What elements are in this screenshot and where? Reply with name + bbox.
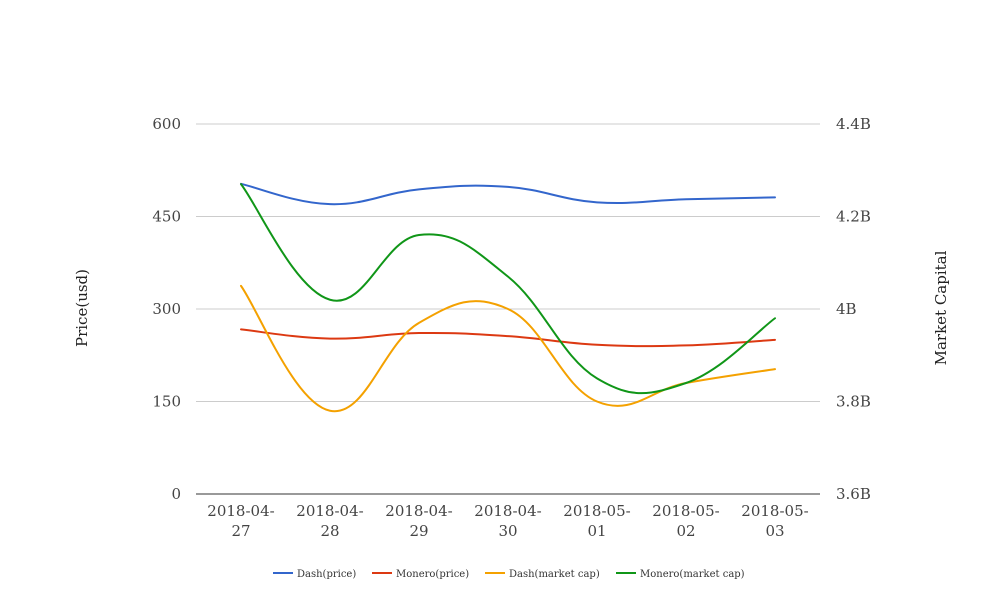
legend-label-dash-market-cap: Dash(market cap) <box>509 569 600 580</box>
y-tick-label: 300 <box>152 300 181 318</box>
x-tick-label: 2018-04-30 <box>474 502 541 540</box>
series-lines <box>240 182 776 413</box>
y-axis-title: Price(usd) <box>73 269 91 347</box>
x-tick-label: 2018-04-28 <box>296 502 363 540</box>
legend-label-monero-price: Monero(price) <box>396 569 469 580</box>
legend-label-dash-price: Dash(price) <box>297 569 356 580</box>
series-line-dash-price <box>240 182 776 206</box>
series-line-dash-market-cap <box>240 284 776 413</box>
legend: Dash(price) Monero(price) Dash(market cap)… <box>273 569 745 580</box>
y-tick-label: 150 <box>152 393 181 411</box>
y2-tick-label: 4B <box>836 300 857 318</box>
series-line-monero-market-cap <box>240 183 776 395</box>
y-tick-label: 0 <box>171 485 181 503</box>
x-tick-label: 2018-04-29 <box>385 502 452 540</box>
x-tick-label: 2018-05-01 <box>563 502 630 540</box>
x-tick-label: 2018-04-27 <box>207 502 274 540</box>
y-axis-left: 0 150 300 450 600 <box>152 115 181 503</box>
y2-axis-title: Market Capital <box>932 250 950 365</box>
y-axis-right: 3.6B 3.8B 4B 4.2B 4.4B <box>836 115 871 503</box>
y-tick-label: 450 <box>152 208 181 226</box>
series-line-monero-price <box>240 328 776 348</box>
y2-tick-label: 4.2B <box>836 208 871 226</box>
x-axis: 2018-04-27 2018-04-28 2018-04-29 2018-04-30… <box>207 502 808 540</box>
y2-tick-label: 3.8B <box>836 393 871 411</box>
y2-tick-label: 4.4B <box>836 115 871 133</box>
y2-tick-label: 3.6B <box>836 485 871 503</box>
y-tick-label: 600 <box>152 115 181 133</box>
x-tick-label: 2018-05-02 <box>652 502 719 540</box>
x-tick-label: 2018-05-03 <box>741 502 808 540</box>
legend-label-monero-market-cap: Monero(market cap) <box>640 569 745 580</box>
